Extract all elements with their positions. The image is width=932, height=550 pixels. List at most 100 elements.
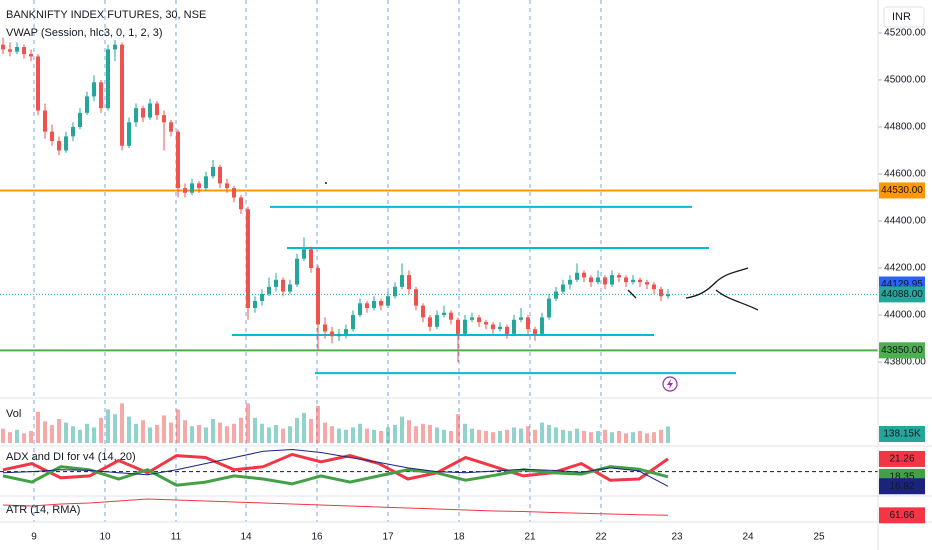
volume-bar xyxy=(645,433,649,443)
candle-body xyxy=(372,300,376,309)
volume-bar xyxy=(638,431,642,443)
candle-body xyxy=(36,56,40,111)
drawing-dot xyxy=(325,182,327,184)
atr-label-box xyxy=(879,507,925,524)
candle-body xyxy=(526,317,530,330)
volume-bar xyxy=(365,428,369,443)
adx-label: ADX and DI for v4 (14, 20) xyxy=(6,451,136,463)
price-label: 44530.00 xyxy=(881,185,923,196)
candle-body xyxy=(1,44,5,50)
volume-bar xyxy=(295,417,299,443)
volume-bar xyxy=(603,429,607,443)
candle-body xyxy=(337,333,341,337)
volume-label: Vol xyxy=(6,408,21,420)
volume-bar xyxy=(498,431,502,443)
volume-bar xyxy=(393,425,397,443)
volume-bar xyxy=(64,422,68,443)
candle-body xyxy=(505,326,509,334)
candle-body xyxy=(393,286,397,297)
candle-body xyxy=(50,131,54,142)
candle-body xyxy=(659,289,663,297)
volume-bar xyxy=(22,433,26,443)
y-tick-label: 43800.00 xyxy=(884,357,926,368)
candle-body xyxy=(365,303,369,309)
price-label-box xyxy=(879,286,925,303)
volume-bar xyxy=(470,428,474,443)
volume-bar xyxy=(8,432,12,443)
volume-bar xyxy=(610,432,614,443)
volume-bar xyxy=(141,420,145,443)
volume-bar xyxy=(491,432,495,443)
volume-bar xyxy=(463,423,467,443)
volume-bar xyxy=(302,413,306,443)
candle-body xyxy=(449,312,453,320)
candle-body xyxy=(295,258,299,285)
x-tick-label: 11 xyxy=(171,532,182,543)
candle-body xyxy=(498,326,502,330)
volume-bar xyxy=(379,431,383,443)
y-tick-label: 44000.00 xyxy=(884,310,926,321)
volume-bar xyxy=(106,409,110,443)
candle-body xyxy=(456,319,460,334)
candle-body xyxy=(421,305,425,318)
candle-body xyxy=(43,110,47,132)
x-tick-label: 23 xyxy=(671,532,683,543)
adx-label-box xyxy=(879,450,925,467)
volume-bar xyxy=(85,423,89,443)
candle-body xyxy=(267,286,271,294)
volume-bar xyxy=(330,426,334,443)
volume-bar xyxy=(351,427,355,443)
volume-bar xyxy=(169,422,173,443)
currency: INR xyxy=(892,11,911,23)
price-label: 44088.00 xyxy=(881,289,923,300)
candle-body xyxy=(15,47,19,52)
volume-bar xyxy=(512,427,516,443)
volume-bar xyxy=(589,432,593,443)
drawing-stroke xyxy=(627,289,637,299)
atr-line xyxy=(2,498,669,516)
drawing-stroke xyxy=(715,289,759,311)
volume-bar xyxy=(316,405,320,443)
candle-body xyxy=(519,317,523,320)
price-label-box xyxy=(879,342,925,359)
candle-body xyxy=(232,188,236,198)
volume-bar xyxy=(540,422,544,443)
candle-body xyxy=(113,44,117,50)
currency-box[interactable] xyxy=(883,6,925,28)
candle-body xyxy=(99,82,103,109)
adx-line xyxy=(2,465,669,487)
volume-bar xyxy=(358,423,362,443)
adx-value: 18.35 xyxy=(889,471,914,482)
candle-body xyxy=(610,275,614,285)
adx-line xyxy=(2,452,669,482)
volume-bar xyxy=(183,420,187,443)
x-tick-label: 14 xyxy=(240,532,252,543)
price-label-box xyxy=(879,182,925,199)
candle-body xyxy=(407,275,411,290)
volume-bar xyxy=(204,427,208,443)
candle-body xyxy=(617,275,621,278)
candle-body xyxy=(22,47,26,55)
volume-bar xyxy=(421,423,425,443)
volume-bar xyxy=(582,431,586,443)
candle-body xyxy=(596,277,600,283)
volume-bar xyxy=(526,426,530,443)
volume-bar xyxy=(428,425,432,443)
volume-bar xyxy=(211,419,215,443)
volume-bar xyxy=(442,429,446,443)
candle-body xyxy=(470,317,474,320)
volume-bar xyxy=(400,416,404,443)
candle-body xyxy=(176,131,180,189)
x-tick-label: 10 xyxy=(99,532,111,543)
candle-body xyxy=(575,272,579,280)
candle-body xyxy=(78,112,82,127)
candle-body xyxy=(652,284,656,290)
candle-body xyxy=(288,284,292,292)
candle-body xyxy=(246,209,250,309)
candle-body xyxy=(204,176,208,189)
volume-bar xyxy=(533,429,537,443)
candle-body xyxy=(351,315,355,330)
volume-bar xyxy=(71,426,75,443)
candle-body xyxy=(484,322,488,325)
volume-bar xyxy=(652,432,656,443)
